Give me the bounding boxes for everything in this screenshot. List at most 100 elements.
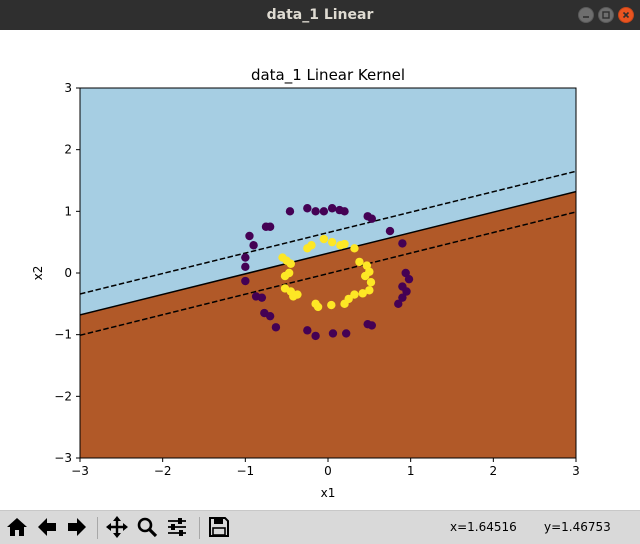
- decision-regions: [80, 88, 576, 458]
- data-point-outer: [367, 214, 377, 223]
- data-point-outer: [311, 331, 320, 341]
- region-lower: [80, 191, 576, 458]
- back-arrow-icon: [38, 518, 56, 536]
- minimize-button[interactable]: [578, 7, 594, 23]
- x-axis-label: x1: [321, 486, 336, 500]
- data-point-inner: [365, 286, 374, 295]
- data-point-outer: [285, 207, 295, 216]
- configure-subplots-icon: [168, 518, 186, 536]
- data-point-outer: [341, 329, 351, 338]
- save-button[interactable]: [205, 513, 233, 541]
- x-tick-label: −3: [71, 464, 89, 478]
- back-button[interactable]: [33, 513, 61, 541]
- x-tick-label: −1: [236, 464, 254, 478]
- data-point-outer: [319, 207, 329, 216]
- close-button[interactable]: [618, 7, 634, 23]
- boundary-lines: [80, 170, 576, 337]
- data-point-inner: [327, 300, 336, 310]
- chart-svg: −3 −2 −1 0 1 2 3 −3 −2 −1 0 1 2 3 data_1 Linear Kern…: [31, 66, 580, 500]
- data-point-inner: [358, 289, 367, 298]
- margin-upper-line: [80, 170, 576, 295]
- x-axis-ticks: −3 −2 −1 0 1 2 3: [71, 458, 580, 478]
- data-point-outer: [402, 287, 411, 296]
- y-axis-ticks: −3 −2 −1 0 1 2 3: [54, 81, 80, 465]
- data-point-outer: [327, 204, 337, 213]
- data-point-outer: [398, 293, 407, 302]
- x-tick-label: 1: [407, 464, 415, 478]
- title-bar: data_1 Linear: [0, 0, 640, 30]
- forward-button[interactable]: [63, 513, 91, 541]
- data-point-outer: [265, 222, 275, 231]
- data-point-outer: [271, 323, 281, 332]
- data-point-outer: [245, 231, 254, 241]
- data-point-inner: [286, 259, 295, 268]
- save-floppy-icon: [209, 517, 229, 537]
- minimize-icon: [583, 16, 589, 18]
- zoom-magnifier-icon: [137, 517, 158, 538]
- data-point-outer: [398, 239, 407, 248]
- data-point-outer: [328, 329, 338, 338]
- y-axis-label: x2: [31, 266, 45, 281]
- data-point-outer: [367, 321, 377, 330]
- data-point-inner: [350, 244, 359, 253]
- data-point-outer: [303, 326, 312, 335]
- y-tick-label: −1: [54, 328, 72, 342]
- y-tick-label: −3: [54, 451, 72, 465]
- y-tick-label: 1: [64, 204, 72, 218]
- data-point-inner: [355, 257, 364, 267]
- data-point-outer: [311, 207, 320, 216]
- region-upper: [80, 88, 576, 315]
- data-point-inner: [289, 292, 298, 301]
- window-title: data_1 Linear: [266, 7, 374, 23]
- data-point-outer: [257, 293, 267, 302]
- navigation-toolbar: x=1.64516 y=1.46753: [0, 510, 640, 544]
- data-point-outer: [241, 253, 250, 262]
- data-point-outer: [241, 276, 250, 286]
- toolbar-separator: [97, 517, 98, 539]
- close-icon: [622, 11, 630, 19]
- zoom-button[interactable]: [133, 513, 161, 541]
- data-point-inner: [327, 237, 337, 247]
- data-point-outer: [401, 268, 410, 278]
- forward-arrow-icon: [68, 518, 86, 536]
- y-tick-label: 2: [64, 143, 72, 157]
- chart-title: data_1 Linear Kernel: [251, 66, 405, 85]
- data-point-inner: [313, 302, 323, 312]
- data-point-inner: [361, 271, 370, 281]
- toolbar-separator: [199, 517, 200, 539]
- data-point-inner: [366, 278, 376, 287]
- x-tick-label: 3: [572, 464, 580, 478]
- scatter-points: [241, 204, 414, 341]
- data-point-inner: [340, 299, 349, 309]
- cursor-x-readout: x=1.64516: [450, 520, 517, 534]
- home-button[interactable]: [3, 513, 31, 541]
- cursor-y-readout: y=1.46753: [544, 520, 611, 534]
- data-point-outer: [404, 274, 414, 284]
- figure-canvas[interactable]: −3 −2 −1 0 1 2 3 −3 −2 −1 0 1 2 3 data_1 Linear Kern…: [0, 30, 640, 510]
- data-point-outer: [241, 262, 250, 272]
- x-tick-label: 0: [324, 464, 332, 478]
- maximize-button[interactable]: [598, 7, 614, 23]
- pan-move-icon: [106, 516, 128, 538]
- data-point-outer: [265, 311, 275, 321]
- decision-boundary-line: [80, 190, 576, 316]
- data-point-inner: [319, 234, 329, 244]
- x-tick-label: 2: [490, 464, 498, 478]
- data-point-outer: [340, 207, 349, 216]
- data-point-outer: [394, 299, 403, 309]
- home-icon: [7, 518, 27, 536]
- x-tick-label: −2: [154, 464, 172, 478]
- data-point-outer: [385, 226, 395, 236]
- y-tick-label: 3: [64, 81, 72, 95]
- data-point-outer: [303, 204, 312, 213]
- data-point-outer: [249, 241, 258, 250]
- data-point-inner: [350, 290, 359, 299]
- y-tick-label: −2: [54, 389, 72, 403]
- maximize-icon: [602, 11, 610, 19]
- data-point-inner: [280, 271, 290, 281]
- configure-subplots-button[interactable]: [163, 513, 191, 541]
- pan-button[interactable]: [103, 513, 131, 541]
- margin-lower-line: [80, 211, 576, 337]
- data-point-inner: [303, 244, 312, 253]
